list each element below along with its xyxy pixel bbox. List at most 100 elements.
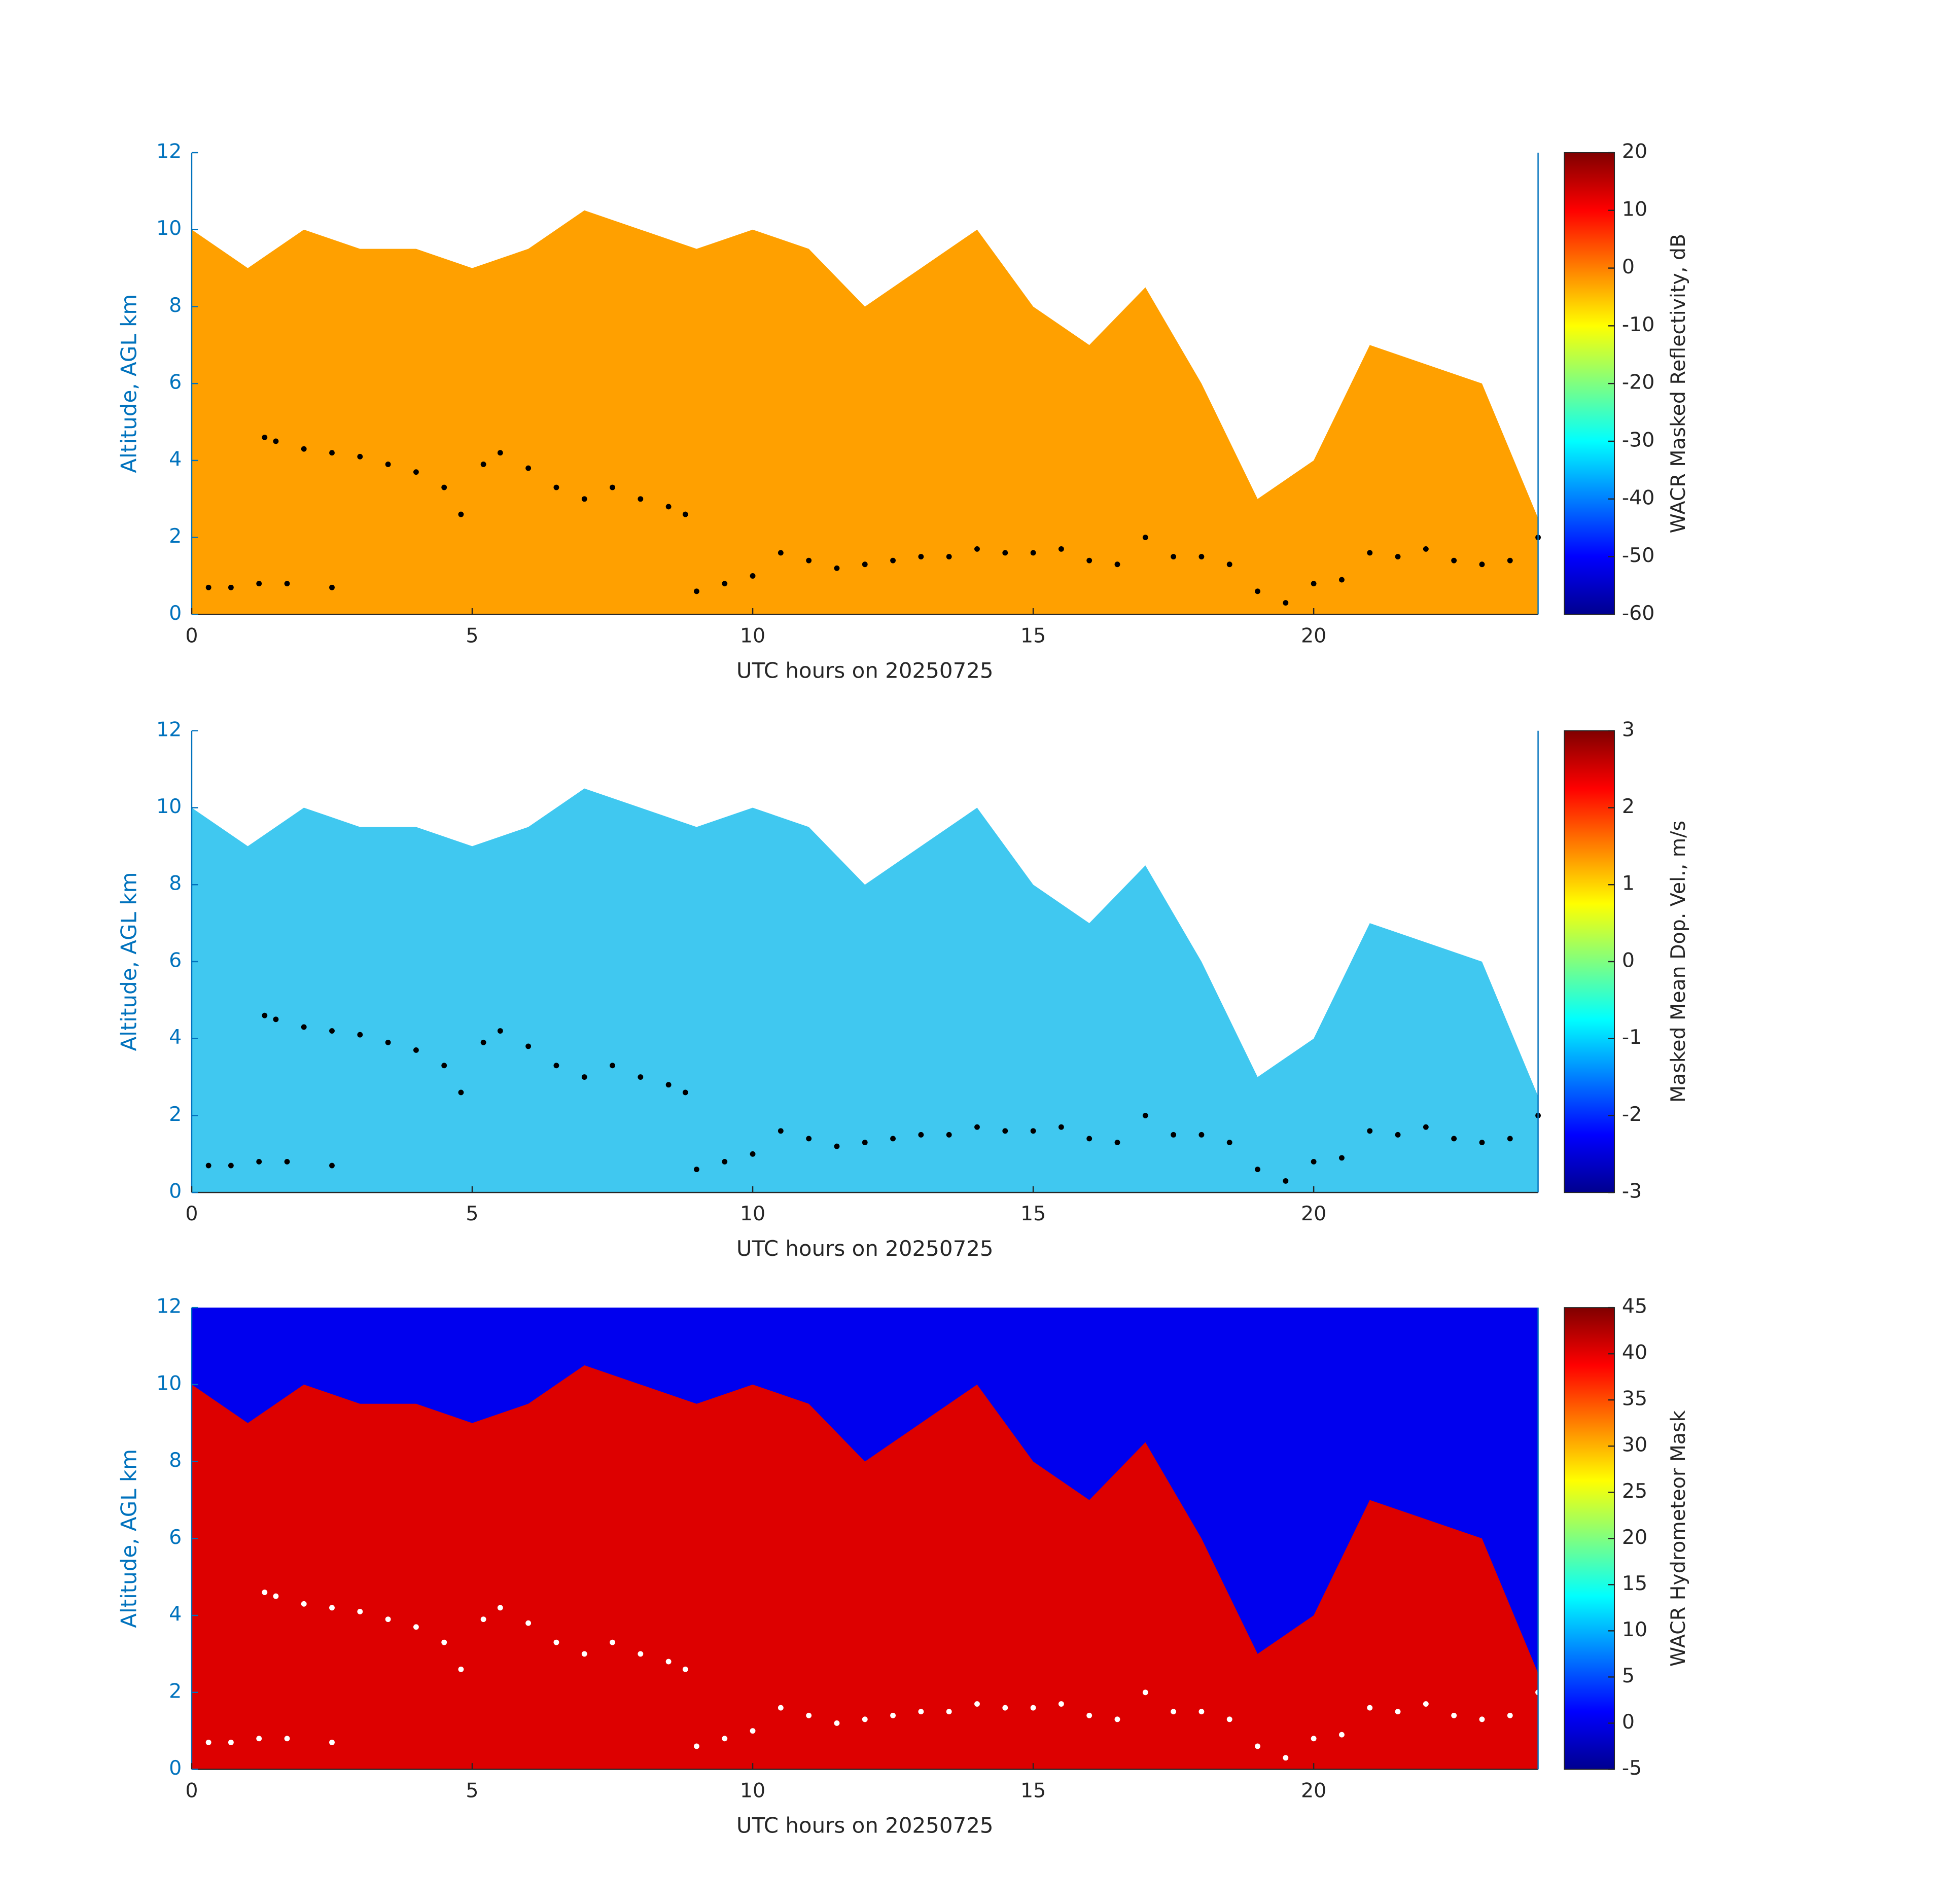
cloud-base-point [694, 1167, 699, 1173]
cloud-base-point [205, 584, 211, 590]
y-tick-label: 10 [156, 1371, 182, 1395]
cloud-base-point [1226, 561, 1232, 568]
cloud-base-point [890, 1712, 896, 1718]
cloud-base-point [413, 469, 419, 475]
colorbar-tick-label: 25 [1622, 1479, 1647, 1503]
cloud-base-point [665, 504, 672, 510]
cloud-base-point [1507, 557, 1513, 563]
colorbar-tick-label: -50 [1622, 544, 1654, 567]
x-axis-label: UTC hours on 20250725 [736, 1813, 994, 1838]
cloud-base-point [284, 1159, 290, 1165]
cloud-base-point [1423, 546, 1429, 552]
colorbar-label: WACR Masked Reflectivity, dB [1667, 234, 1690, 533]
y-axis-label: Altitude, AGL km [117, 294, 142, 473]
cloud-base-point [228, 1162, 234, 1169]
cloud-base-point [329, 1028, 335, 1034]
cloud-base-point [262, 1590, 268, 1595]
cloud-base-point [385, 462, 391, 467]
cloud-base-point [1058, 1701, 1064, 1707]
cloud-base-point [638, 1074, 644, 1080]
x-tick-label: 15 [1020, 1779, 1046, 1802]
cloud-base-point [525, 1620, 532, 1626]
cloud-base-point [262, 1012, 268, 1018]
cloud-base-point [1086, 557, 1092, 563]
x-tick-label: 0 [185, 1779, 198, 1802]
cloud-base-point [890, 1136, 896, 1142]
colorbar-tick-label: -40 [1622, 486, 1654, 509]
cloud-base-point [1395, 1132, 1401, 1138]
cloud-base-point [1339, 1155, 1345, 1161]
cloud-base-point [357, 1609, 363, 1614]
cloud-base-point [1311, 1736, 1317, 1742]
cloud-base-point [862, 1716, 868, 1722]
colorbar-tick-label: 2 [1622, 795, 1635, 818]
cloud-base-point [862, 561, 868, 568]
colorbar-tick-label: -30 [1622, 428, 1654, 451]
cloud-base-point [890, 557, 896, 563]
cloud-base-point [329, 1162, 335, 1169]
cloud-base-point [329, 450, 335, 456]
cloud-base-point [458, 1666, 464, 1672]
cloud-base-point [610, 484, 615, 490]
cloud-base-point [1226, 1140, 1232, 1145]
cloud-base-point [205, 1739, 211, 1745]
x-tick-label: 20 [1301, 1202, 1326, 1225]
cloud-base-point [946, 1709, 952, 1715]
colorbar-tick-label: 10 [1622, 197, 1647, 221]
cloud-base-point [1171, 554, 1177, 559]
x-tick-label: 20 [1301, 624, 1326, 647]
cloud-base-point [480, 1616, 486, 1623]
colorbar-tick-label: -20 [1622, 371, 1654, 394]
y-tick-label: 4 [169, 1026, 182, 1049]
cloud-base-point [946, 554, 952, 559]
cloud-base-point [834, 1143, 840, 1149]
y-tick-label: 8 [169, 294, 182, 317]
cloud-base-point [682, 1089, 688, 1096]
cloud-base-point [806, 1712, 812, 1718]
y-tick-label: 12 [156, 139, 182, 163]
cloud-base-point [1451, 1136, 1457, 1142]
x-tick-label: 5 [466, 1202, 478, 1225]
cloud-base-point [1395, 554, 1401, 559]
cloud-base-point [778, 550, 784, 556]
cloud-base-point [205, 1162, 211, 1169]
colorbar [1564, 152, 1615, 615]
cloud-base-point [357, 453, 363, 460]
cloud-base-point [1507, 1712, 1513, 1718]
cloud-base-point [1339, 577, 1345, 583]
cloud-base-point [862, 1140, 868, 1145]
cloud-base-point [918, 1709, 924, 1715]
cloud-base-point [581, 1074, 587, 1080]
x-tick-label: 15 [1020, 1202, 1046, 1225]
cloud-base-point [1142, 1112, 1148, 1118]
cloud-base-point [480, 462, 486, 467]
cloud-base-point [682, 1666, 688, 1672]
cloud-base-point [974, 546, 980, 552]
cloud-base-point [806, 1136, 812, 1142]
y-tick-label: 6 [169, 1526, 182, 1549]
cloud-base-point [273, 1016, 279, 1022]
cloud-base-point [918, 554, 924, 559]
x-tick-label: 10 [740, 1202, 765, 1225]
x-axis-label: UTC hours on 20250725 [736, 1236, 994, 1261]
cloud-base-point [834, 565, 840, 571]
cloud-base-point [1283, 1755, 1289, 1761]
colorbar-tick-label: -1 [1622, 1026, 1642, 1049]
cloud-base-point [1114, 561, 1120, 568]
colorbar-tick-label: -60 [1622, 602, 1654, 625]
cloud-base-point [525, 1043, 532, 1049]
cloud-base-point [1255, 1743, 1260, 1749]
cloud-base-point [1030, 1705, 1036, 1711]
cloud-base-point [1171, 1132, 1177, 1138]
cloud-base-point [918, 1132, 924, 1138]
cloud-base-point [1142, 1689, 1148, 1696]
colorbar-tick-label: 45 [1622, 1295, 1647, 1318]
y-tick-label: 8 [169, 1449, 182, 1472]
cloud-base-point [228, 584, 234, 590]
cloud-base-point [778, 1128, 784, 1134]
cloud-base-point [413, 1047, 419, 1053]
cloud-base-point [1283, 1178, 1289, 1184]
cloud-base-point [329, 1605, 335, 1611]
